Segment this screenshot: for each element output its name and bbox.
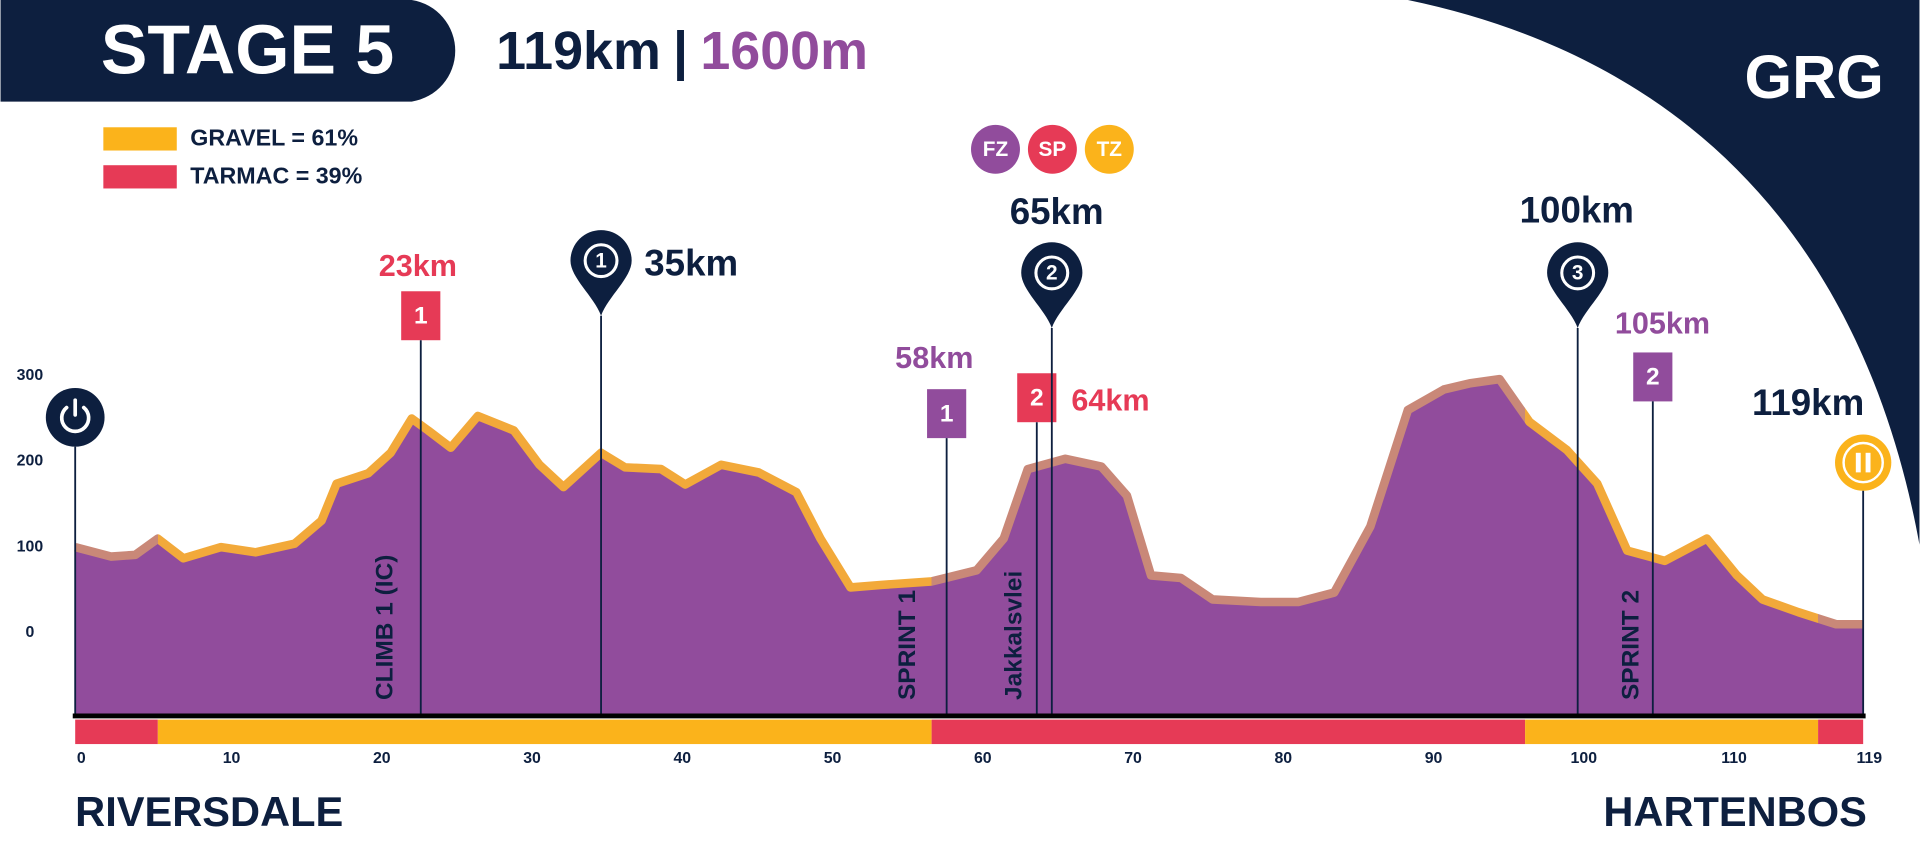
x-tick-label: 60: [974, 750, 992, 767]
legend-label: TARMAC = 39%: [190, 163, 362, 189]
finish-town: HARTENBOS: [1603, 788, 1866, 835]
marker-name: Jakkalsvlei: [1001, 571, 1028, 700]
surface-segment: [931, 719, 1526, 745]
x-tick-label: 30: [523, 750, 541, 767]
marker-badge: 3: [1572, 262, 1584, 285]
marker-box: [1017, 373, 1057, 423]
pin-inner: [1560, 255, 1596, 291]
surface-segment: [1525, 719, 1819, 745]
marker-pin: [570, 230, 632, 316]
marker-box: [401, 291, 441, 341]
x-tick-label: 100: [1571, 750, 1598, 767]
surface-segment: [157, 719, 932, 745]
x-tick-label: 0: [77, 750, 86, 767]
x-tick-label: 90: [1425, 750, 1443, 767]
marker-distance: 119km: [1752, 382, 1864, 423]
badge-label: SP: [1039, 138, 1067, 161]
stage-title: STAGE 5: [101, 10, 394, 88]
x-tick-label: 20: [373, 750, 391, 767]
marker-distance: 35km: [644, 242, 738, 283]
pause-bar: [1855, 452, 1861, 473]
x-tick-label: 40: [673, 750, 691, 767]
elevation-area: [75, 379, 1864, 716]
marker-distance: 64km: [1071, 384, 1149, 418]
marker-name: SPRINT 2: [1617, 590, 1644, 700]
stage-summary: 119km | 1600m: [496, 21, 868, 82]
badge-circle: [971, 124, 1020, 174]
marker-badge: 1: [595, 249, 607, 272]
marker-badge: 2: [1030, 384, 1044, 411]
surface-segment: [75, 719, 158, 745]
legend-label: GRAVEL = 61%: [190, 125, 358, 151]
marker-box: [927, 389, 967, 439]
x-tick-label: 110: [1721, 750, 1747, 767]
marker-pin: [1021, 242, 1083, 328]
y-tick-label: 0: [25, 624, 34, 641]
marker-distance: 105km: [1615, 307, 1710, 341]
marker-distance: 58km: [895, 341, 973, 375]
marker-badge: 1: [414, 302, 428, 329]
badge-circle: [1027, 124, 1077, 174]
marker-pin: [1547, 242, 1609, 328]
marker-distance: 100km: [1520, 190, 1634, 231]
badge-label: TZ: [1097, 138, 1123, 161]
y-tick-label: 300: [17, 367, 44, 384]
finish-ring: [1842, 441, 1884, 484]
surface-segment: [1818, 719, 1864, 745]
elevation-line: [74, 374, 1864, 629]
start-icon: [45, 387, 105, 447]
corner-shape: [1407, 0, 1920, 545]
marker-name: CLIMB 1 (IC): [372, 555, 399, 700]
pause-bar: [1865, 452, 1871, 473]
logo: GRG: [1745, 43, 1884, 111]
marker-badge: 1: [940, 400, 954, 427]
start-town: RIVERSDALE: [75, 788, 343, 835]
x-tick-label: 50: [824, 750, 842, 767]
badge-circle: [1084, 124, 1134, 174]
x-tick-label: 70: [1124, 750, 1142, 767]
badge-label: FZ: [983, 138, 1009, 161]
title-tab: [0, 0, 456, 102]
power-symbol: [59, 405, 91, 434]
marker-box: [1633, 352, 1673, 402]
x-tick-label: 80: [1274, 750, 1292, 767]
legend-swatch: [103, 127, 177, 151]
marker-name: SPRINT 1: [894, 590, 921, 700]
y-tick-label: 200: [17, 453, 44, 470]
climbing: 1600m: [700, 21, 868, 81]
marker-badge: 2: [1646, 364, 1660, 391]
x-tick-label: 119: [1856, 750, 1882, 767]
y-tick-label: 100: [17, 538, 44, 555]
x-tick-label: 10: [223, 750, 241, 767]
pin-inner: [1034, 255, 1070, 291]
distance: 119km: [496, 21, 661, 81]
legend-swatch: [103, 165, 177, 189]
marker-badge: 2: [1046, 262, 1058, 285]
separator: |: [673, 21, 688, 82]
pin-inner: [583, 243, 619, 279]
marker-distance: 23km: [379, 249, 457, 283]
marker-distance: 65km: [1010, 191, 1104, 232]
